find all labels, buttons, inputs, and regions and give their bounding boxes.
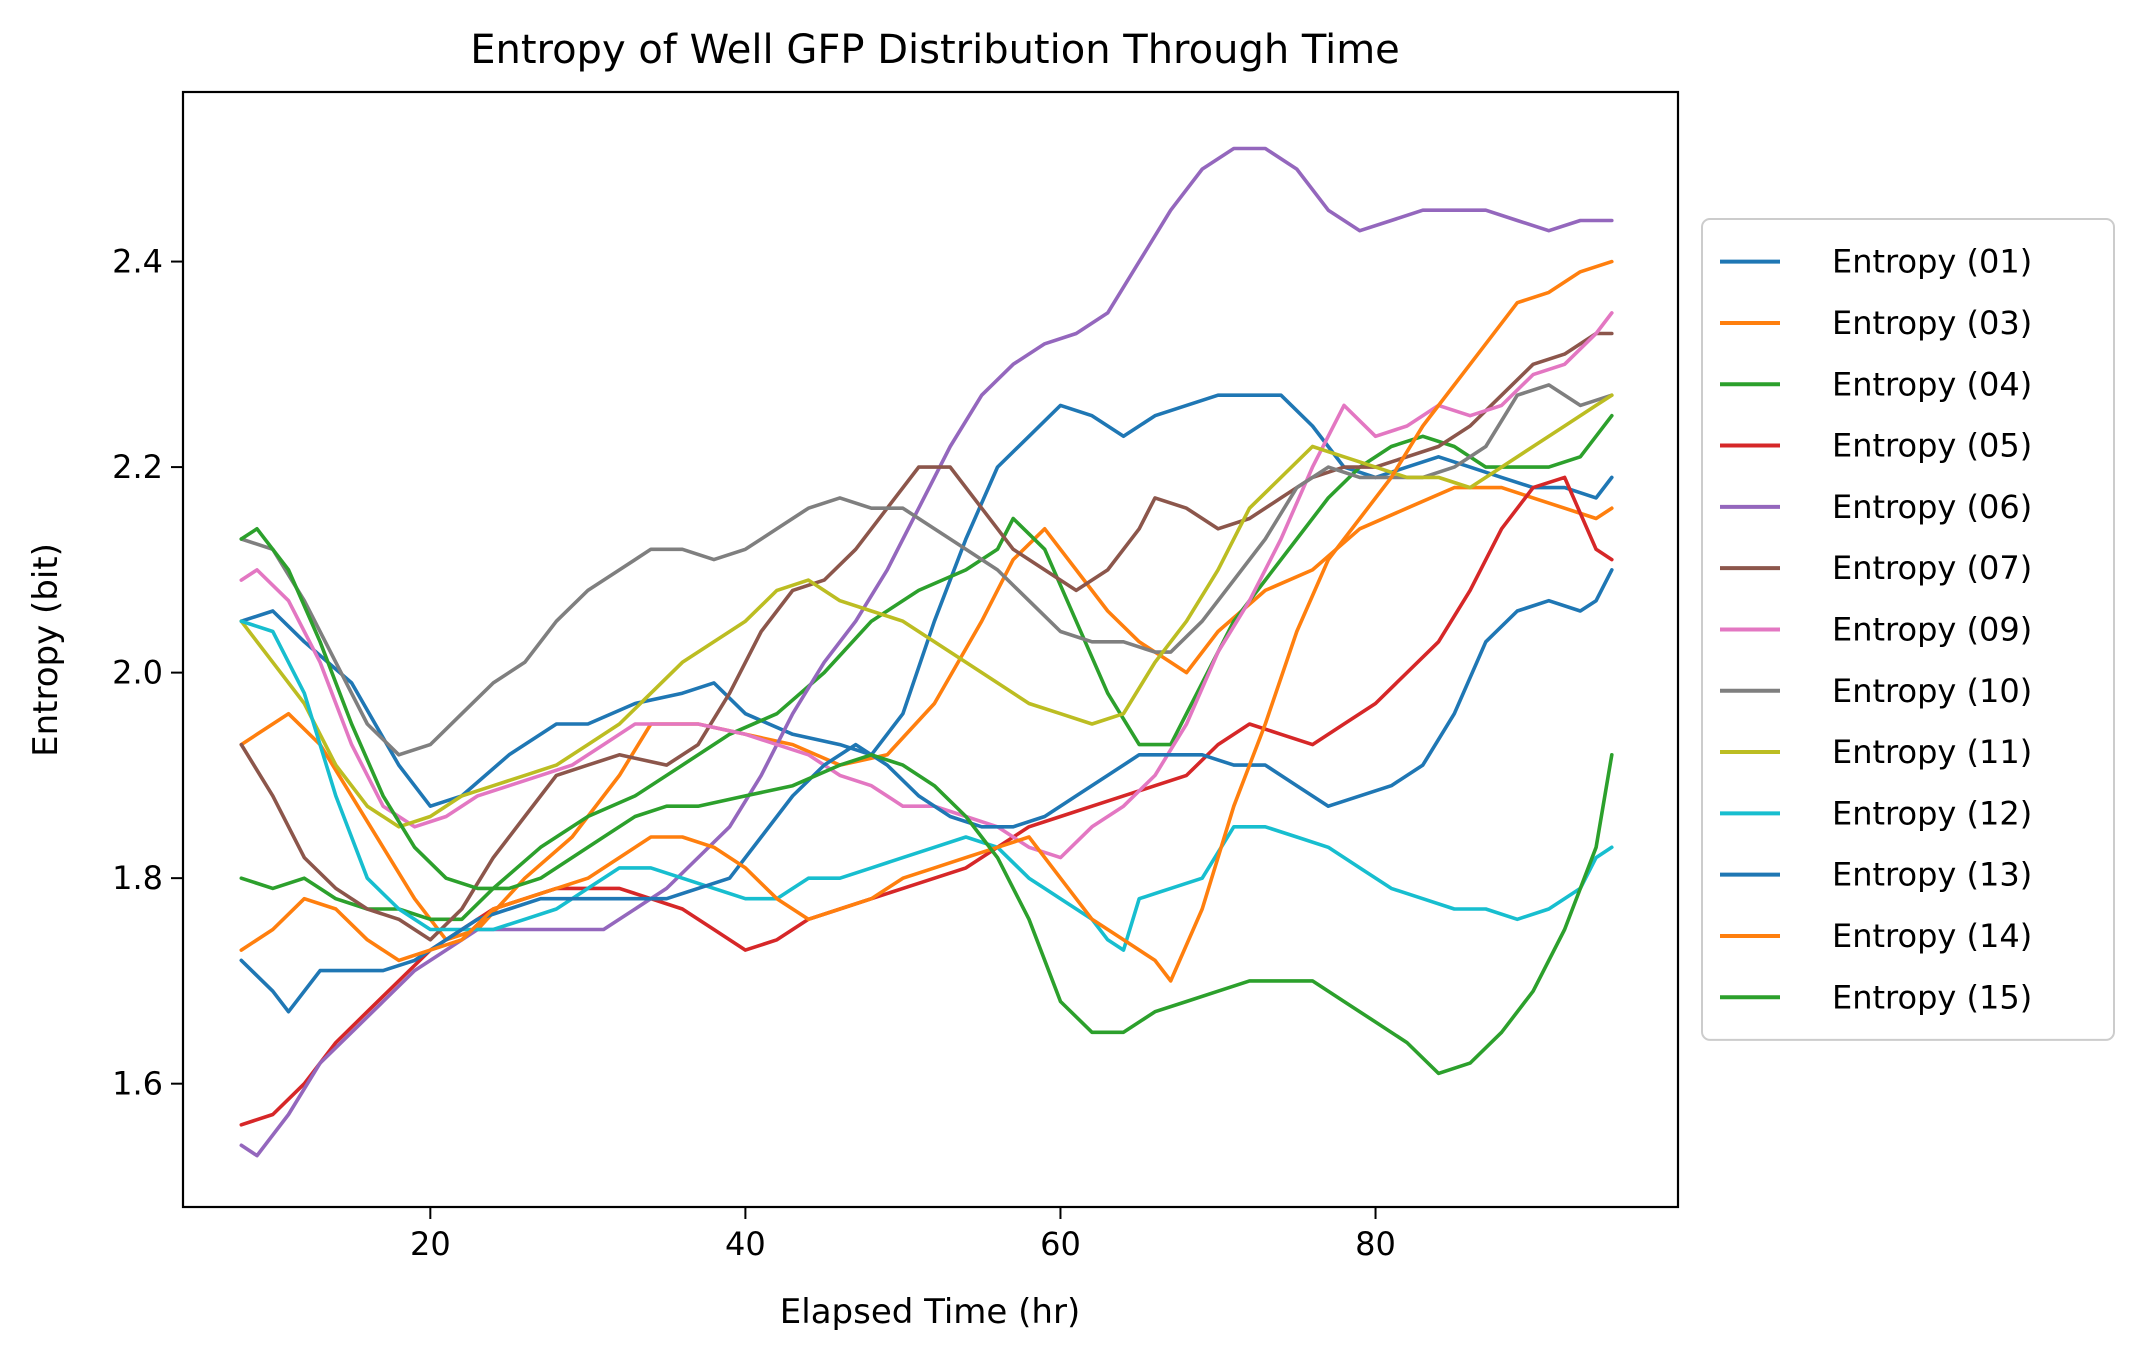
series-lines	[239, 146, 1614, 1158]
legend-entry-label: Entropy (04)	[1832, 365, 2032, 403]
legend-entry-label: Entropy (15)	[1832, 978, 2032, 1016]
legend: Entropy (01) Entropy (03) Entropy (04) Entr…	[1701, 218, 2115, 1041]
series-line	[239, 568, 1614, 1014]
series-line	[239, 413, 1614, 922]
y-tick-label: 2.0	[112, 654, 163, 692]
legend-entry-label: Entropy (06)	[1832, 488, 2032, 526]
legend-entry-label: Entropy (05)	[1832, 427, 2032, 465]
legend-entry-label: Entropy (03)	[1832, 304, 2032, 342]
series-line	[239, 393, 1614, 808]
legend-entry-label: Entropy (13)	[1832, 856, 2032, 894]
legend-entry-label: Entropy (12)	[1832, 794, 2032, 832]
legend-entry-label: Entropy (11)	[1832, 733, 2032, 771]
x-tick-label: 60	[1040, 1225, 1081, 1263]
legend-entry-label: Entropy (14)	[1832, 917, 2032, 955]
y-tick-label: 2.4	[112, 243, 163, 281]
chart-title: Entropy of Well GFP Distribution Through…	[470, 27, 1400, 73]
x-tick-label: 20	[410, 1225, 451, 1263]
x-tick-label: 80	[1355, 1225, 1396, 1263]
x-axis-label: Elapsed Time (hr)	[780, 1292, 1080, 1332]
legend-frame	[1701, 218, 2115, 1041]
legend-entry-label: Entropy (07)	[1832, 549, 2032, 587]
legend-entry-label: Entropy (01)	[1832, 243, 2032, 281]
series-line	[239, 393, 1614, 829]
y-axis: 1.6 1.8 2.0 2.2 2.4	[112, 243, 183, 1103]
legend-entry-label: Entropy (09)	[1832, 610, 2032, 648]
series-line	[239, 485, 1614, 942]
x-axis: 20 40 60 80	[410, 1207, 1396, 1263]
plot-area	[181, 90, 1680, 1209]
series-line	[239, 331, 1614, 942]
y-tick-label: 2.2	[112, 448, 163, 486]
y-tick-label: 1.6	[112, 1065, 163, 1103]
legend-entry-label: Entropy (10)	[1832, 672, 2032, 710]
series-line	[239, 383, 1614, 757]
x-tick-label: 40	[725, 1225, 766, 1263]
y-axis-label: Entropy (bit)	[26, 543, 66, 757]
series-line	[239, 527, 1614, 1076]
series-line	[239, 259, 1614, 983]
y-tick-label: 1.8	[112, 859, 163, 897]
series-line	[239, 619, 1614, 952]
